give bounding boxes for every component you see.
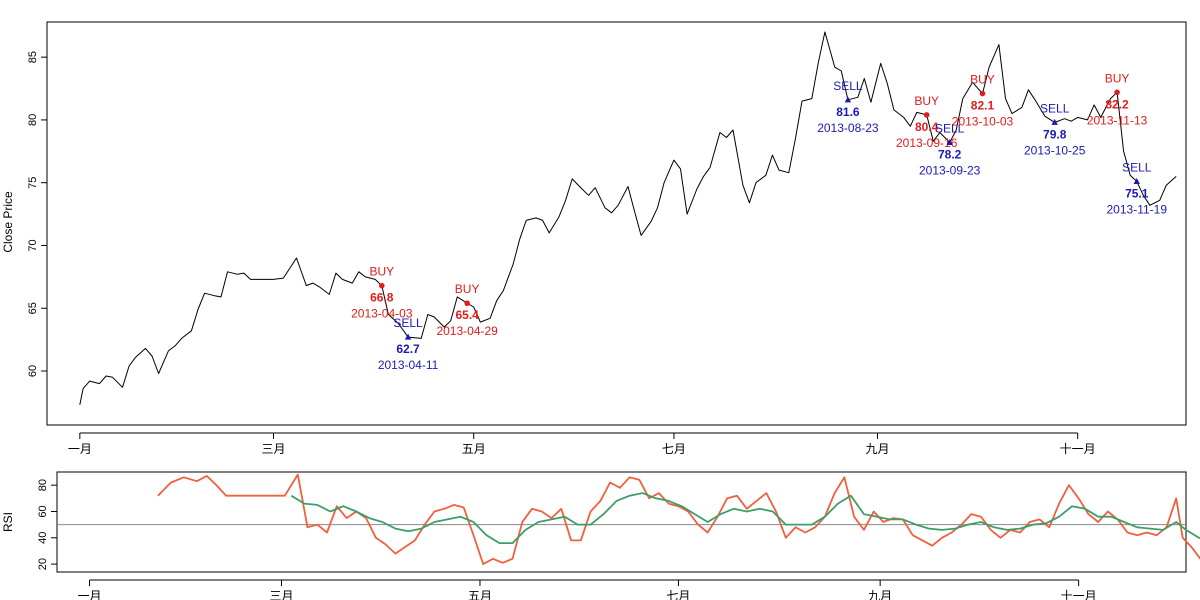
sell-marker [1133, 177, 1140, 184]
price-y-axis-label: Close Price [1, 191, 15, 253]
signal-date-label: 2013-04-11 [378, 358, 439, 372]
rsi-x-axis: 一月 三月 五月 七月 九月 十一月 [78, 579, 1097, 600]
y-tick-label: 85 [27, 51, 39, 63]
y-tick-label: 70 [27, 239, 39, 251]
signal-buy-2013-04-29: BUY 65.4 2013-04-29 [436, 282, 498, 338]
series-line-2 [290, 492, 1200, 544]
signal-buy-2013-09-16: BUY 80.4 2013-09-16 [896, 94, 958, 150]
x-tick-label: 五月 [462, 442, 486, 456]
y-tick-label: 80 [37, 479, 49, 491]
signal-label: SELL [393, 316, 423, 330]
signal-date-label: 2013-10-03 [952, 115, 1014, 129]
signal-label: BUY [914, 94, 939, 108]
signal-label: BUY [1105, 71, 1130, 85]
price-panel: 60 65 70 75 80 85 一月 三月 五月 七月 九月 十一月 Close Price B… [1, 21, 1187, 456]
sell-marker [844, 96, 852, 103]
signal-date-label: 2013-09-23 [919, 164, 981, 178]
y-tick-label: 65 [27, 302, 39, 314]
signal-date-label: 2013-11-13 [1087, 113, 1148, 127]
buy-marker [1114, 89, 1120, 96]
signal-label: SELL [935, 122, 965, 136]
signal-annotations: BUY66.82013-04-03SELL62.72013-04-11BUY65… [351, 71, 1167, 372]
price-plot-frame [46, 21, 1187, 426]
signal-date-label: 2013-09-16 [896, 136, 958, 150]
signal-sell-2013-11-19: SELL 75.1 2013-11-19 [1107, 160, 1168, 216]
x-tick-label: 七月 [662, 442, 686, 456]
y-tick-label: 20 [37, 558, 49, 570]
x-tick-label: 九月 [868, 589, 892, 600]
signal-buy-2013-04-03: BUY 66.8 2013-04-03 [351, 265, 413, 321]
x-tick-label: 一月 [68, 442, 92, 456]
sell-marker [1051, 118, 1058, 125]
y-tick-label: 40 [37, 532, 49, 544]
y-tick-label: 60 [37, 505, 49, 517]
signal-value-label: 82.1 [971, 99, 995, 113]
signal-value-label: 81.6 [836, 105, 860, 119]
signal-label: BUY [970, 73, 995, 87]
signal-buy-2013-11-13: BUY 82.2 2013-11-13 [1087, 71, 1148, 127]
price-series [79, 31, 1177, 405]
x-tick-label: 三月 [269, 589, 293, 600]
signal-date-label: 2013-11-19 [1107, 202, 1168, 216]
x-tick-label: 五月 [468, 589, 492, 600]
signal-sell-2013-04-11: SELL 62.7 2013-04-11 [378, 316, 439, 372]
series-line-1 [79, 31, 1177, 405]
signal-value-label: 78.2 [938, 148, 962, 162]
rsi-series [157, 473, 1200, 565]
signal-label: SELL [1040, 101, 1070, 115]
signal-date-label: 2013-04-03 [351, 307, 413, 321]
series-line-1 [157, 473, 1200, 565]
signal-value-label: 80.4 [915, 120, 939, 134]
x-tick-label: 三月 [261, 442, 285, 456]
buy-marker [464, 300, 470, 307]
signal-buy-2013-10-03: BUY 82.1 2013-10-03 [952, 73, 1014, 129]
signal-sell-2013-10-25: SELL 79.8 2013-10-25 [1024, 101, 1086, 157]
rsi-plot-frame [56, 471, 1187, 573]
buy-marker [379, 282, 385, 289]
signal-date-label: 2013-04-29 [436, 324, 498, 338]
signal-label: BUY [455, 282, 480, 296]
signal-date-label: 2013-10-25 [1024, 143, 1086, 157]
price-x-axis: 一月 三月 五月 七月 九月 十一月 [68, 432, 1096, 456]
x-tick-label: 十一月 [1061, 589, 1097, 600]
y-tick-label: 80 [27, 114, 39, 126]
rsi-panel: 20 40 60 80 一月 三月 五月 七月 九月 十一月 RSI [1, 471, 1200, 600]
rsi-y-axis-label: RSI [1, 512, 15, 532]
x-tick-label: 一月 [78, 589, 102, 600]
sell-marker [404, 333, 412, 340]
signal-value-label: 65.4 [455, 308, 479, 322]
buy-marker [923, 112, 930, 118]
signal-sell-2013-08-23: SELL 81.6 2013-08-23 [817, 79, 879, 135]
signal-date-label: 2013-08-23 [817, 121, 879, 135]
y-tick-label: 60 [27, 365, 39, 377]
signal-label: SELL [1122, 160, 1152, 174]
signal-sell-2013-09-23: SELL 78.2 2013-09-23 [919, 122, 981, 178]
sell-marker [946, 139, 953, 146]
x-tick-label: 十一月 [1060, 442, 1096, 456]
signal-value-label: 79.8 [1043, 127, 1067, 141]
x-tick-label: 九月 [865, 442, 889, 456]
signal-value-label: 66.8 [370, 291, 394, 305]
buy-marker [979, 90, 986, 97]
signal-label: SELL [833, 79, 863, 93]
rsi-y-axis: 20 40 60 80 [37, 479, 57, 570]
price-y-axis: 60 65 70 75 80 85 [27, 51, 47, 377]
signal-label: BUY [369, 265, 394, 279]
signal-value-label: 62.7 [396, 342, 420, 356]
signal-value-label: 82.2 [1105, 97, 1129, 111]
signal-value-label: 75.1 [1125, 186, 1149, 200]
x-tick-label: 七月 [666, 589, 690, 600]
y-tick-label: 75 [27, 177, 39, 189]
